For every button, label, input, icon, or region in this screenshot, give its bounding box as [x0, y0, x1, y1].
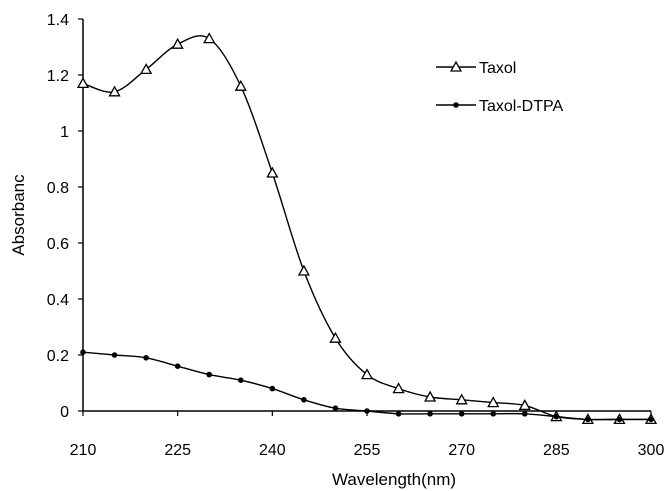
y-ticks: 0 0.2 0.4 0.6 0.8 1 1.2 1.4 [47, 12, 83, 421]
data-point [171, 37, 184, 49]
legend-marker [449, 60, 463, 72]
y-tick-label: 0.2 [47, 348, 69, 365]
data-point [80, 349, 86, 356]
data-point [360, 368, 374, 380]
data-point [203, 32, 216, 44]
data-point [108, 85, 121, 97]
data-point [455, 393, 468, 405]
x-tick-label: 300 [638, 442, 665, 459]
y-tick-label: 0.4 [47, 292, 69, 309]
data-point [521, 411, 528, 417]
x-axis-title: Wavelength(nm) [332, 470, 456, 489]
data-point [364, 408, 370, 414]
x-tick-label: 255 [354, 442, 381, 459]
data-point [616, 416, 623, 423]
data-point [111, 352, 118, 358]
legend: Taxol Taxol-DTPA [436, 60, 563, 115]
x-tick-label: 270 [448, 442, 475, 459]
legend-label: Taxol [479, 60, 516, 77]
x-tick-label: 240 [259, 442, 286, 459]
data-point [585, 416, 591, 423]
data-point [487, 396, 500, 408]
axes [82, 19, 651, 412]
legend-item: Taxol-DTPA [436, 98, 563, 115]
data-point [553, 413, 560, 420]
data-point [174, 363, 181, 370]
data-point [329, 331, 342, 343]
data-point [76, 77, 90, 89]
data-point [395, 411, 402, 417]
y-tick-label: 0 [60, 404, 69, 421]
data-point [490, 411, 497, 417]
x-ticks: 210 225 240 255 270 285 300 [70, 411, 665, 459]
series-taxol-dtpa [80, 349, 654, 423]
y-axis-title: Absorbanc [9, 174, 28, 256]
data-point [458, 411, 465, 417]
series-taxol [76, 32, 658, 425]
legend-label: Taxol-DTPA [479, 98, 563, 115]
series-line [82, 35, 651, 421]
data-point [266, 166, 279, 178]
data-point [301, 397, 307, 403]
data-point [206, 371, 213, 378]
data-point [140, 63, 153, 75]
x-tick-label: 285 [543, 442, 570, 459]
data-point [648, 416, 654, 423]
legend-marker [453, 102, 459, 108]
data-point [427, 411, 433, 417]
y-tick-label: 1 [60, 124, 69, 141]
data-point [269, 385, 276, 392]
data-point [332, 405, 339, 412]
data-point [518, 399, 531, 411]
data-point [424, 390, 437, 402]
x-tick-label: 225 [164, 442, 191, 459]
data-point [143, 355, 149, 361]
y-tick-label: 0.6 [47, 236, 69, 253]
y-tick-label: 0.8 [47, 180, 69, 197]
data-point [237, 377, 244, 384]
y-tick-label: 1.4 [47, 12, 69, 29]
data-point [392, 382, 405, 394]
data-point [297, 264, 310, 276]
series-layer [76, 32, 658, 425]
y-tick-label: 1.2 [47, 68, 69, 85]
data-point [234, 79, 247, 91]
x-tick-label: 210 [70, 442, 97, 459]
legend-item: Taxol [436, 60, 516, 77]
